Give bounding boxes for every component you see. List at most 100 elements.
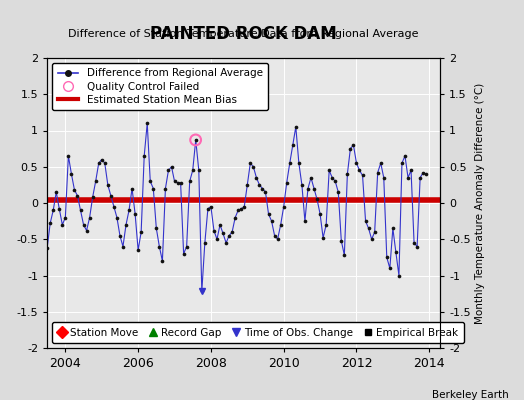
Point — [222, 240, 230, 246]
Point — [352, 160, 361, 166]
Point — [292, 124, 300, 130]
Point — [40, 225, 48, 232]
Point — [94, 160, 103, 166]
Point — [277, 222, 285, 228]
Point — [201, 240, 209, 246]
Point — [52, 189, 60, 195]
Point — [49, 207, 58, 214]
Legend: Station Move, Record Gap, Time of Obs. Change, Empirical Break: Station Move, Record Gap, Time of Obs. C… — [52, 322, 464, 343]
Point — [110, 204, 118, 210]
Text: Berkeley Earth: Berkeley Earth — [432, 390, 508, 400]
Point — [31, 167, 39, 174]
Point — [346, 146, 355, 152]
Point — [185, 178, 194, 184]
Point — [194, 167, 203, 174]
Point — [407, 167, 415, 174]
Point — [177, 180, 185, 186]
Point — [149, 185, 158, 192]
Point — [307, 174, 315, 181]
Point — [246, 160, 255, 166]
Point — [119, 243, 127, 250]
Point — [410, 240, 418, 246]
Point — [28, 156, 36, 163]
Point — [391, 249, 400, 256]
Point — [325, 167, 333, 174]
Point — [34, 185, 42, 192]
Point — [97, 156, 106, 163]
Point — [43, 245, 51, 251]
Point — [249, 164, 258, 170]
Point — [155, 243, 163, 250]
Point — [389, 225, 397, 232]
Point — [113, 214, 121, 221]
Point — [192, 137, 200, 143]
Point — [350, 142, 358, 148]
Point — [282, 180, 291, 186]
Point — [289, 142, 297, 148]
Point — [207, 204, 215, 210]
Point — [61, 214, 70, 221]
Point — [134, 247, 143, 253]
Point — [334, 189, 343, 195]
Point — [237, 206, 245, 212]
Point — [255, 182, 264, 188]
Point — [216, 222, 224, 228]
Point — [189, 167, 197, 174]
Point — [355, 167, 364, 174]
Point — [386, 265, 394, 272]
Point — [128, 185, 136, 192]
Point — [398, 160, 406, 166]
Point — [331, 178, 340, 184]
Point — [107, 192, 115, 199]
Point — [73, 192, 82, 199]
Point — [340, 252, 348, 258]
Point — [377, 160, 385, 166]
Point — [179, 250, 188, 257]
Point — [404, 174, 412, 181]
Point — [322, 222, 330, 228]
Point — [319, 234, 328, 241]
Point — [240, 204, 248, 210]
Point — [204, 206, 212, 212]
Point — [158, 258, 167, 264]
Point — [413, 243, 421, 250]
Point — [58, 222, 67, 228]
Point — [304, 185, 312, 192]
Point — [37, 213, 45, 219]
Point — [379, 174, 388, 181]
Point — [64, 153, 72, 159]
Point — [358, 172, 367, 179]
Point — [131, 211, 139, 217]
Point — [210, 227, 218, 234]
Point — [143, 120, 151, 126]
Point — [77, 207, 85, 214]
Text: Difference of Station Temperature Data from Regional Average: Difference of Station Temperature Data f… — [69, 29, 419, 39]
Point — [316, 211, 324, 217]
Point — [191, 137, 200, 143]
Point — [401, 153, 409, 159]
Point — [234, 207, 243, 214]
Point — [85, 214, 94, 221]
Point — [267, 218, 276, 224]
Point — [146, 178, 155, 184]
Point — [374, 169, 382, 176]
Point — [362, 218, 370, 224]
Point — [213, 236, 221, 242]
Point — [182, 243, 191, 250]
Point — [101, 160, 109, 166]
Point — [164, 167, 172, 174]
Point — [279, 204, 288, 210]
Point — [294, 160, 303, 166]
Point — [161, 185, 170, 192]
Point — [79, 222, 88, 228]
Y-axis label: Monthly Temperature Anomaly Difference (°C): Monthly Temperature Anomaly Difference (… — [475, 82, 485, 324]
Point — [274, 236, 282, 242]
Point — [395, 272, 403, 279]
Point — [225, 232, 233, 239]
Point — [137, 229, 145, 235]
Point — [228, 229, 236, 235]
Point — [116, 232, 124, 239]
Point — [70, 187, 79, 193]
Point — [310, 185, 318, 192]
Point — [104, 182, 112, 188]
